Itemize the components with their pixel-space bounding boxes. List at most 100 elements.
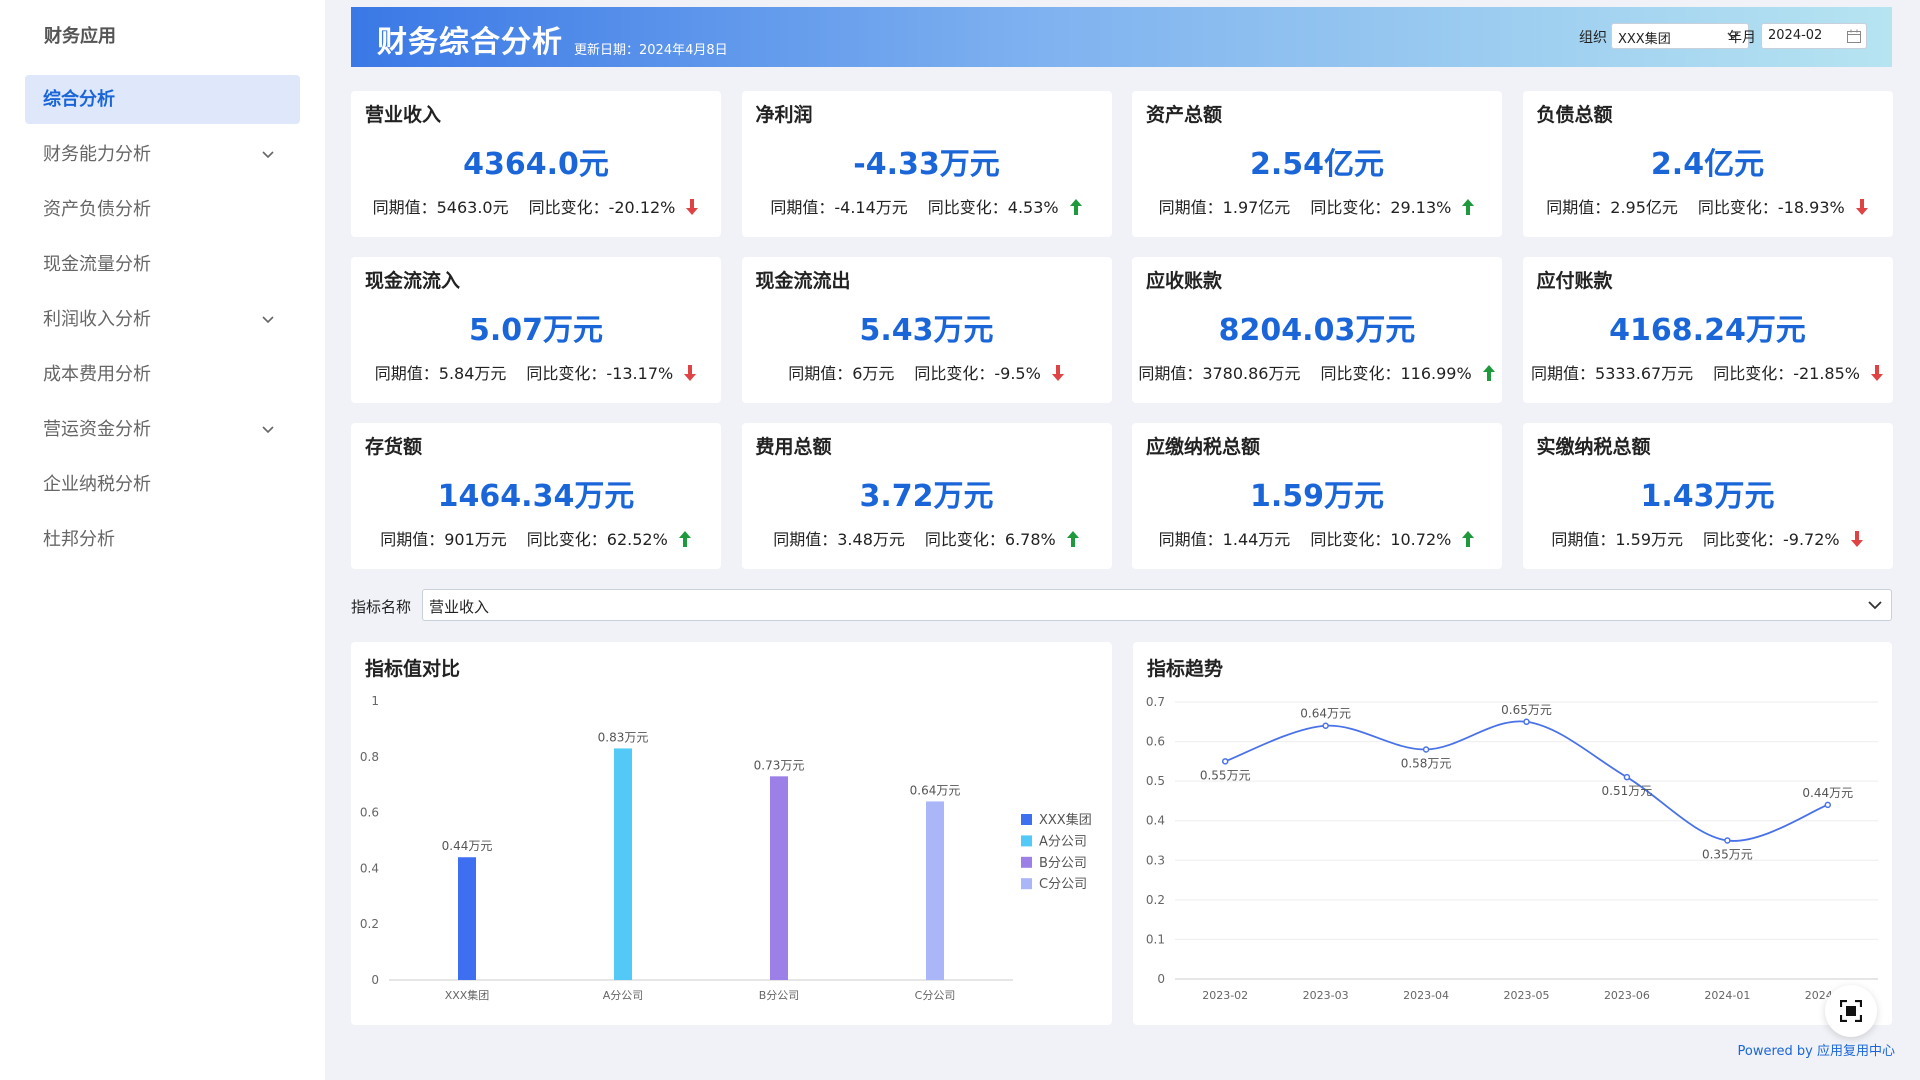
kpi-change-text: 同比变化：10.72% xyxy=(1310,530,1452,549)
kpi-prev: 同期值：6万元 xyxy=(788,364,895,383)
kpi-compare: 同期值：3.48万元 同比变化：6.78% xyxy=(742,526,1112,550)
header-banner: 财务综合分析 更新日期：2024年4月8日 组织 XXX集团 年月 2024-0… xyxy=(351,7,1892,67)
nav-item[interactable]: 营运资金分析 xyxy=(25,405,300,454)
trend-arrow xyxy=(1870,365,1883,381)
org-select[interactable]: XXX集团 xyxy=(1611,23,1749,49)
nav-label: 杜邦分析 xyxy=(43,529,115,550)
chevron xyxy=(262,426,274,434)
kpi-compare: 同期值：1.97亿元 同比变化：29.13% xyxy=(1132,194,1502,218)
trend-arrow xyxy=(1850,531,1863,547)
legend-label: A分公司 xyxy=(1039,834,1087,849)
trend-arrow xyxy=(686,199,699,215)
legend-label: B分公司 xyxy=(1039,856,1087,871)
kpi-prev: 同期值：5463.0元 xyxy=(372,198,509,217)
legend-label: XXX集团 xyxy=(1039,812,1092,828)
line-card: 指标趋势 0 0.1 0.2 0.3 0.4 0.5 0.6 0.7 2023-02 2023-03… xyxy=(1133,642,1892,1025)
y-tick-label: 0.6 xyxy=(360,806,379,820)
kpi-change-text: 同比变化：-20.12% xyxy=(528,198,676,217)
kpi-prev: 同期值：5.84万元 xyxy=(374,364,507,383)
nav-item[interactable]: 财务能力分析 xyxy=(25,130,300,179)
nav-item[interactable]: 利润收入分析 xyxy=(25,295,300,344)
kpi-card: 现金流流入 5.07万元 同期值：5.84万元 同比变化：-13.17% xyxy=(351,257,721,403)
filter-select[interactable]: 营业收入 xyxy=(422,589,1892,621)
chart-title: 指标趋势 xyxy=(1147,657,1223,680)
point xyxy=(1422,746,1430,753)
point xyxy=(1724,837,1731,844)
data-label: 0.83万元 xyxy=(598,730,649,744)
kpi-prev: 同期值：3780.86万元 xyxy=(1138,364,1301,383)
fullscreen-button[interactable] xyxy=(1825,985,1877,1037)
nav-label: 成本费用分析 xyxy=(43,364,151,385)
kpi-compare: 同期值：-4.14万元 同比变化：4.53% xyxy=(742,194,1112,218)
kpi-value: 1.59万元 xyxy=(1249,479,1385,514)
date-value: 2024-02 xyxy=(1768,28,1823,43)
footer: Powered by 应用复用中心 xyxy=(1737,1044,1895,1059)
y-tick-label: 0.5 xyxy=(1146,774,1165,788)
data-label: 0.44万元 xyxy=(442,839,493,853)
arrow-shape xyxy=(1870,365,1883,381)
chevron-line xyxy=(262,316,274,324)
kpi-change-text: 同比变化：116.99% xyxy=(1320,364,1472,383)
kpi-change: 同比变化：4.53% xyxy=(928,194,1083,218)
date-label: 年月 xyxy=(1728,30,1756,46)
nav-label: 资产负债分析 xyxy=(43,199,151,220)
kpi-compare: 同期值：1.59万元 同比变化：-9.72% xyxy=(1523,526,1893,550)
nav-label: 企业纳税分析 xyxy=(43,474,151,495)
nav-item[interactable]: 现金流量分析 xyxy=(25,240,300,289)
arrow-shape xyxy=(1051,365,1064,381)
nav-item[interactable]: 资产负债分析 xyxy=(25,185,300,234)
arrow-shape xyxy=(1462,199,1475,215)
arrow-shape xyxy=(1069,199,1082,215)
y-tick-label: 0.8 xyxy=(360,750,379,764)
arrow-shape xyxy=(1850,531,1863,547)
x-tick-label: XXX集团 xyxy=(445,988,490,1002)
kpi-name: 实缴纳税总额 xyxy=(1536,436,1651,458)
kpi-change-text: 同比变化：6.78% xyxy=(924,530,1056,549)
kpi-card: 资产总额 2.54亿元 同期值：1.97亿元 同比变化：29.13% xyxy=(1132,91,1502,237)
nav-item[interactable]: 综合分析 xyxy=(25,75,300,124)
arrow-shape xyxy=(1482,365,1495,381)
kpi-change: 同比变化：-21.85% xyxy=(1713,360,1884,384)
kpi-value: 8204.03万元 xyxy=(1218,313,1416,348)
org-label: 组织 xyxy=(1579,30,1607,46)
trend-arrow xyxy=(1069,199,1082,215)
data-label: 0.64万元 xyxy=(1300,707,1351,721)
nav-label: 现金流量分析 xyxy=(43,254,151,275)
kpi-compare: 同期值：5333.67万元 同比变化：-21.85% xyxy=(1523,360,1893,384)
nav-item[interactable]: 杜邦分析 xyxy=(25,515,300,564)
trend-arrow xyxy=(684,365,697,381)
data-label: 0.55万元 xyxy=(1200,768,1251,782)
kpi-change: 同比变化：-13.17% xyxy=(526,360,697,384)
kpi-change: 同比变化：6.78% xyxy=(925,526,1080,550)
kpi-value: 4168.24万元 xyxy=(1609,313,1806,348)
kpi-change: 同比变化：62.52% xyxy=(527,526,692,550)
kpi-value: 2.4亿元 xyxy=(1650,147,1765,182)
y-tick-label: 0.2 xyxy=(360,917,379,931)
kpi-change: 同比变化：-9.5% xyxy=(914,360,1064,384)
kpi-prev: 同期值：3.48万元 xyxy=(773,530,905,549)
nav-item[interactable]: 企业纳税分析 xyxy=(25,460,300,509)
nav-item[interactable]: 成本费用分析 xyxy=(25,350,300,399)
kpi-name: 现金流流入 xyxy=(365,270,461,292)
kpi-change-text: 同比变化：-13.17% xyxy=(526,364,674,383)
data-label: 0.65万元 xyxy=(1501,703,1552,717)
date-picker[interactable]: 2024-02 xyxy=(1761,23,1867,49)
kpi-value: 3.72万元 xyxy=(859,479,994,514)
kpi-value: 2.54亿元 xyxy=(1249,147,1385,182)
kpi-change-text: 同比变化：62.52% xyxy=(526,530,668,549)
chevron xyxy=(1727,32,1739,40)
kpi-name: 费用总额 xyxy=(755,436,832,458)
update-date: 更新日期：2024年4月8日 xyxy=(574,43,728,58)
legend-swatch xyxy=(1021,835,1032,847)
kpi-card: 净利润 -4.33万元 同期值：-4.14万元 同比变化：4.53% xyxy=(741,91,1112,237)
arrow-shape xyxy=(678,531,691,547)
kpi-name: 净利润 xyxy=(755,104,813,126)
point xyxy=(1523,718,1530,726)
kpi-change: 同比变化：-20.12% xyxy=(529,194,700,218)
kpi-value: 5.43万元 xyxy=(859,313,994,348)
kpi-prev: 同期值：2.95亿元 xyxy=(1546,198,1678,217)
kpi-card: 实缴纳税总额 1.43万元 同期值：1.59万元 同比变化：-9.72% xyxy=(1522,423,1893,569)
kpi-name: 现金流流出 xyxy=(755,270,851,292)
kpi-card: 营业收入 4364.0元 同期值：5463.0元 同比变化：-20.12% xyxy=(351,91,721,237)
